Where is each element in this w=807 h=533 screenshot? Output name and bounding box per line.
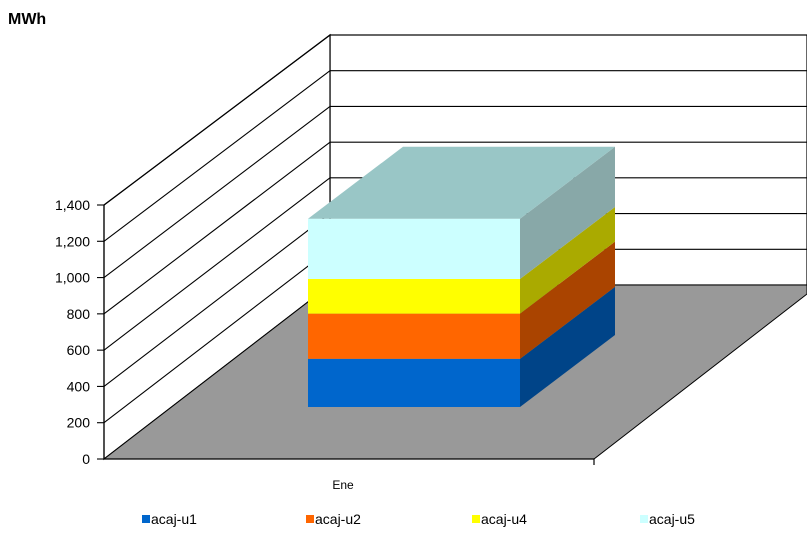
side-gridline [103,213,331,387]
legend-swatch-acaj-u4 [472,515,480,523]
bar-side-acaj-u2 [520,241,615,359]
side-wall-gridlines [103,34,331,424]
legend-label-acaj-u5: acaj-u5 [649,511,695,527]
side-gridline [103,248,331,424]
side-gridline [103,34,331,206]
bar-top-face [308,146,615,219]
y-tick-label: 1,400 [55,197,90,213]
legend: acaj-u1 acaj-u2 acaj-u4 acaj-u5 [142,511,695,527]
y-tick-label: 800 [67,306,91,322]
bar-segment-acaj-u5 [308,218,520,280]
legend-label-acaj-u4: acaj-u4 [481,511,527,527]
side-gridline [103,70,331,242]
bar-segment-acaj-u4 [308,279,520,314]
bar-side-acaj-u1 [520,286,615,407]
bar-stack [308,146,615,407]
legend-swatch-acaj-u1 [142,515,150,523]
legend-swatch-acaj-u5 [640,515,648,523]
side-gridline [103,105,331,279]
legend-label-acaj-u1: acaj-u1 [151,511,197,527]
y-tick-label: 400 [67,378,91,394]
side-gridline [103,141,331,315]
bar-segment-acaj-u1 [308,358,520,407]
bar-side-acaj-u4 [520,207,615,314]
y-tick-label: 1,200 [55,233,90,249]
unit-label: MWh [8,11,46,28]
bar-side-acaj-u5 [520,146,615,280]
y-axis-ticks: 0 200 400 600 800 1,000 1,200 1,400 [55,197,104,467]
legend-label-acaj-u2: acaj-u2 [315,511,361,527]
x-category-label: Ene [332,478,354,492]
legend-swatch-acaj-u2 [306,515,314,523]
y-tick-label: 0 [82,451,90,467]
y-tick-label: 600 [67,342,91,358]
bar-segment-acaj-u2 [308,313,520,359]
side-gridline [103,177,331,351]
y-tick-label: 200 [67,415,91,431]
y-tick-label: 1,000 [55,270,90,286]
